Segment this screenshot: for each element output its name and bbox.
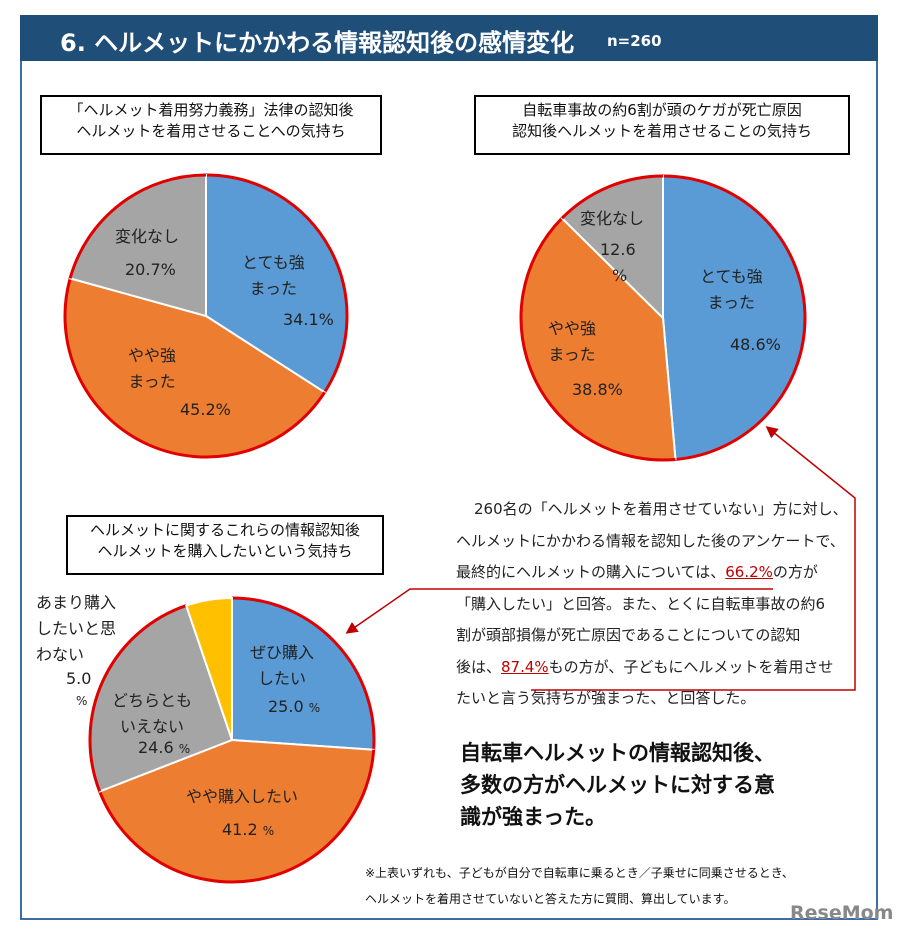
conclusion: 自転車ヘルメットの情報認知後、 多数の方がヘルメットに対する意 識が強まった。 (460, 741, 775, 829)
label: やや購入したい (186, 787, 299, 806)
value-label: 24.6 % (138, 738, 191, 757)
header-bar: 6. ヘルメットにかかわる情報認知後の感情変化 n=260 (20, 15, 878, 61)
value-label: 12.6 (600, 240, 636, 259)
value-label: 20.7% (125, 260, 176, 279)
title-line: 自転車事故の約6割が頭のケガが死亡原因 (522, 101, 802, 119)
title-line: 「ヘルメット着用努力義務」法律の認知後 (68, 101, 354, 119)
chart2-title: 自転車事故の約6割が頭のケガが死亡原因 認知後ヘルメットを着用させることの気持ち (474, 95, 850, 155)
value-label: 45.2% (180, 400, 231, 419)
pie-slice (662, 174, 806, 461)
label: どちらとも いえない (112, 691, 193, 736)
chart1-title: 「ヘルメット着用努力義務」法律の認知後 ヘルメットを着用させることへの気持ち (40, 95, 382, 155)
slice-outline (68, 173, 207, 279)
callout-arrow (531, 426, 856, 691)
slice-outline (63, 277, 326, 459)
label: とても強 まった (242, 253, 305, 298)
logo: ReseMom (790, 902, 894, 924)
label: やや強 まった (548, 319, 597, 364)
slice-outline (88, 604, 187, 792)
label: 変化なし (115, 227, 180, 246)
pie-slice (184, 596, 233, 741)
chart3-title: ヘルメットに関するこれらの情報認知後 ヘルメットを購入したいという気持ち (66, 515, 384, 575)
title-line: ヘルメットを着用させることへの気持ち (76, 122, 346, 140)
label: とても強 まった (700, 267, 763, 312)
title-line: ヘルメットに関するこれらの情報認知後 (89, 521, 360, 539)
value-label: 48.6% (730, 335, 781, 354)
label: やや強 まった (128, 346, 177, 391)
slice-outline (231, 596, 376, 750)
label: ぜひ購入 したい (250, 643, 315, 688)
value-label: 34.1% (283, 310, 334, 329)
value-label: 5.0% (66, 669, 92, 708)
slice-outline (205, 173, 349, 394)
page-title: 6. ヘルメットにかかわる情報認知後の感情変化 (60, 29, 575, 57)
description-text: 260名の「ヘルメットを着用させていない」方に対し、 ヘルメットにかかわる情報を… (456, 500, 848, 707)
unit-label: % (612, 266, 628, 285)
callout-arrow (345, 588, 773, 634)
slice-outline (519, 217, 676, 462)
value-label: 41.2 % (222, 820, 275, 839)
label: 変化なし (580, 209, 645, 228)
sample-size: n=260 (607, 32, 662, 50)
title-line: ヘルメットを購入したいという気持ち (97, 542, 353, 560)
footnote: ※上表いずれも、子どもが自分で自転車に乗るとき／子乗せに同乗させるとき、 ヘルメッ… (365, 866, 794, 906)
slice-outline (98, 749, 376, 884)
value-label: 25.0 % (268, 697, 321, 716)
slice-outline (662, 174, 807, 461)
label: あまり購入 したいと思 わない (36, 593, 117, 664)
value-label: 38.8% (572, 380, 623, 399)
title-line: 認知後ヘルメットを着用させることの気持ち (512, 122, 812, 140)
slice-outline (560, 174, 664, 220)
